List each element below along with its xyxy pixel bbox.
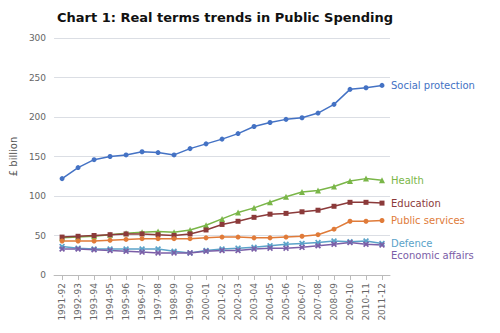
svg-text:Chart 1: Real terms trends in: Chart 1: Real terms trends in Public Spe… bbox=[57, 10, 393, 25]
svg-text:2009-10: 2009-10 bbox=[345, 283, 355, 321]
svg-text:Health: Health bbox=[391, 175, 424, 186]
svg-text:1993-94: 1993-94 bbox=[89, 283, 99, 321]
svg-text:Social protection: Social protection bbox=[391, 80, 475, 91]
svg-text:Economic affairs: Economic affairs bbox=[391, 250, 474, 261]
svg-text:1995-96: 1995-96 bbox=[121, 283, 131, 321]
svg-text:1998-99: 1998-99 bbox=[169, 283, 179, 321]
svg-text:2006-07: 2006-07 bbox=[297, 283, 307, 321]
svg-text:Education: Education bbox=[391, 198, 441, 209]
svg-text:1992-93: 1992-93 bbox=[73, 283, 83, 321]
svg-text:2007-08: 2007-08 bbox=[313, 283, 323, 321]
svg-text:250: 250 bbox=[29, 73, 46, 83]
svg-text:2000-01: 2000-01 bbox=[201, 283, 211, 321]
svg-text:2010-11: 2010-11 bbox=[361, 283, 371, 321]
svg-text:200: 200 bbox=[29, 112, 46, 122]
svg-text:1994-95: 1994-95 bbox=[105, 283, 115, 321]
svg-text:1999-00: 1999-00 bbox=[185, 283, 195, 321]
svg-text:100: 100 bbox=[29, 191, 46, 201]
svg-text:2002-03: 2002-03 bbox=[233, 283, 243, 321]
svg-text:£ billion: £ billion bbox=[8, 137, 19, 176]
svg-text:150: 150 bbox=[29, 152, 46, 162]
svg-text:50: 50 bbox=[35, 231, 47, 241]
svg-text:Defence: Defence bbox=[391, 238, 433, 249]
svg-text:300: 300 bbox=[29, 33, 46, 43]
svg-text:2011-12: 2011-12 bbox=[377, 283, 387, 321]
svg-text:1996-97: 1996-97 bbox=[137, 283, 147, 321]
svg-text:1991-92: 1991-92 bbox=[57, 283, 67, 321]
svg-text:2003-04: 2003-04 bbox=[249, 283, 259, 321]
svg-text:0: 0 bbox=[40, 270, 46, 280]
svg-text:2005-06: 2005-06 bbox=[281, 283, 291, 321]
svg-text:2004-05: 2004-05 bbox=[265, 283, 275, 321]
svg-text:2001-02: 2001-02 bbox=[217, 283, 227, 321]
svg-text:2008-09: 2008-09 bbox=[329, 283, 339, 321]
svg-text:1997-98: 1997-98 bbox=[153, 283, 163, 321]
svg-text:Public services: Public services bbox=[391, 215, 465, 226]
